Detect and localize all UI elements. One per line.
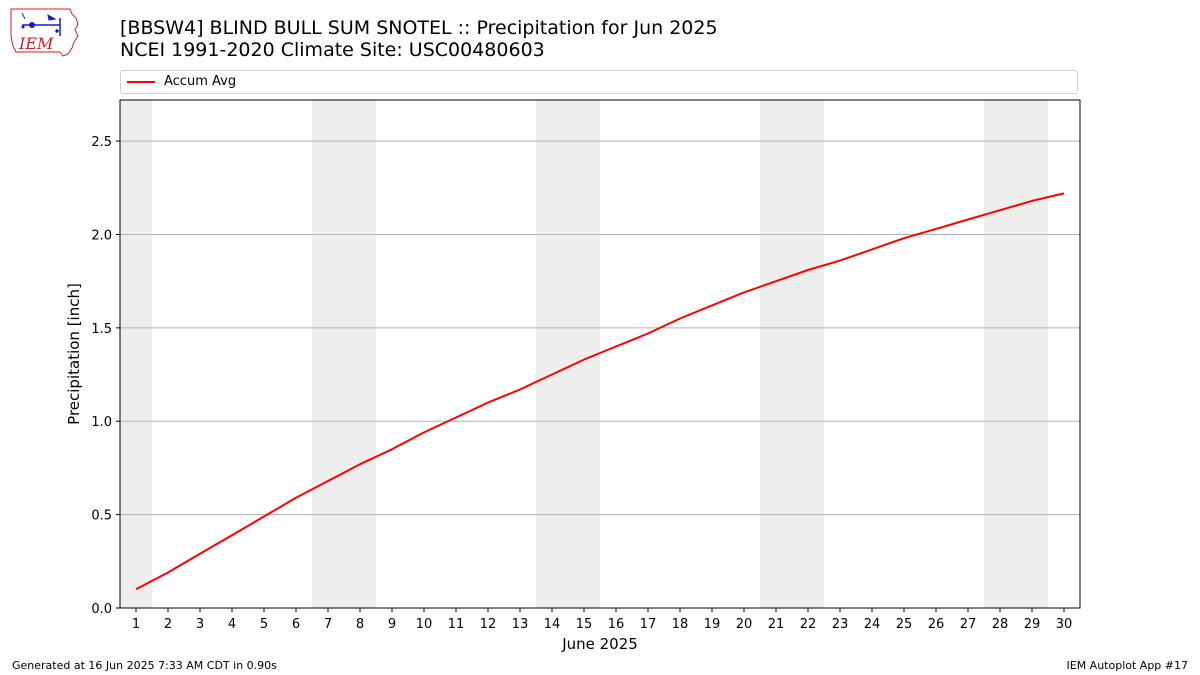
x-tick-label: 2	[164, 617, 172, 632]
x-tick-label: 15	[576, 617, 593, 632]
y-tick-label: 2.5	[91, 135, 112, 150]
legend-label: Accum Avg	[164, 74, 237, 89]
weekend-shade	[536, 100, 568, 608]
x-tick-label: 9	[388, 617, 396, 632]
x-tick-label: 1	[132, 617, 140, 632]
y-tick-label: 0.0	[91, 602, 112, 617]
legend: Accum Avg	[120, 70, 1078, 94]
x-tick-label: 26	[928, 617, 945, 632]
footer-app-text: IEM Autoplot App #17	[1066, 659, 1189, 672]
weather-station-icon	[21, 12, 61, 36]
x-axis-label: June 2025	[561, 635, 638, 653]
x-tick-label: 5	[260, 617, 268, 632]
x-tick-label: 14	[544, 617, 561, 632]
x-tick-label: 22	[800, 617, 817, 632]
x-tick-label: 24	[864, 617, 881, 632]
x-tick-label: 19	[704, 617, 721, 632]
iowa-state-outline	[10, 8, 79, 57]
x-tick-label: 25	[896, 617, 913, 632]
iem-logo: IEM	[10, 8, 79, 57]
x-tick-label: 27	[960, 617, 977, 632]
weekend-shade	[984, 100, 1016, 608]
x-tick-label: 13	[512, 617, 529, 632]
x-tick-label: 21	[768, 617, 785, 632]
y-tick-label: 2.0	[91, 228, 112, 243]
weekend-shade	[760, 100, 792, 608]
x-tick-label: 16	[608, 617, 625, 632]
x-tick-label: 17	[640, 617, 657, 632]
x-tick-label: 29	[1024, 617, 1041, 632]
x-tick-label: 6	[292, 617, 300, 632]
chart-subtitle: NCEI 1991-2020 Climate Site: USC00480603	[120, 39, 545, 61]
weekend-shade	[568, 100, 600, 608]
x-tick-label: 11	[448, 617, 465, 632]
weekend-shade	[1016, 100, 1048, 608]
y-tick-label: 1.5	[91, 322, 112, 337]
x-tick-label: 10	[416, 617, 433, 632]
weekend-shade	[344, 100, 376, 608]
weekend-shade	[312, 100, 344, 608]
series-line-accum-avg	[135, 192, 1065, 591]
x-tick-label: 12	[480, 617, 497, 632]
x-tick-label: 20	[736, 617, 753, 632]
x-tick-label: 30	[1056, 617, 1073, 632]
x-tick-label: 28	[992, 617, 1009, 632]
y-axis-label: Precipitation [inch]	[65, 283, 83, 425]
x-tick-label: 7	[324, 617, 332, 632]
y-tick-label: 0.5	[91, 509, 112, 524]
x-tick-label: 18	[672, 617, 689, 632]
plot-frame	[119, 99, 1081, 609]
footer-generated-text: Generated at 16 Jun 2025 7:33 AM CDT in …	[12, 659, 277, 672]
x-tick-label: 23	[832, 617, 849, 632]
x-tick-label: 8	[356, 617, 364, 632]
x-tick-label: 4	[228, 617, 236, 632]
legend-swatch	[127, 81, 155, 83]
x-tick-label: 3	[196, 617, 204, 632]
logo-text: IEM	[18, 34, 54, 53]
y-tick-label: 1.0	[91, 415, 112, 430]
chart-title: [BBSW4] BLIND BULL SUM SNOTEL :: Precipi…	[120, 17, 718, 39]
weekend-shade	[120, 100, 152, 608]
weekend-shade	[792, 100, 824, 608]
